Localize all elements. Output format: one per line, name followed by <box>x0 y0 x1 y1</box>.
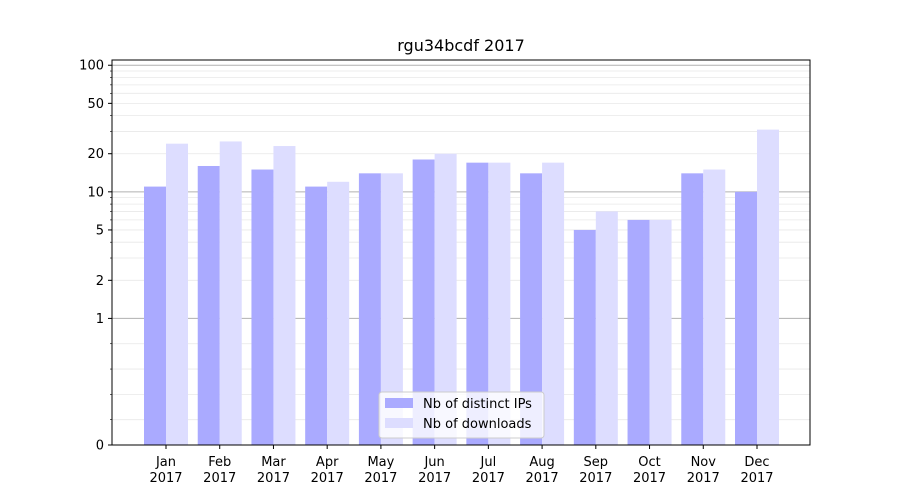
bar-downloads-may <box>380 173 403 445</box>
x-tick-label: Nov 2017 <box>687 455 720 486</box>
bar-distinct-ips-nov <box>681 173 704 445</box>
bars-layer <box>144 129 779 446</box>
legend-label: Nb of downloads <box>423 417 532 432</box>
x-tick-label: Feb 2017 <box>203 455 236 486</box>
x-tick-label: Dec 2017 <box>740 455 773 486</box>
bar-distinct-ips-oct <box>627 219 650 445</box>
bar-downloads-aug <box>542 162 565 445</box>
x-tick-label: Jul 2017 <box>472 455 505 486</box>
bar-distinct-ips-aug <box>520 173 543 445</box>
legend-swatch <box>385 418 413 428</box>
bar-downloads-jul <box>488 162 511 445</box>
bar-distinct-ips-jul <box>466 162 489 445</box>
bar-downloads-jun <box>434 153 457 446</box>
x-tick-year: 2017 <box>579 471 612 486</box>
x-tick-year: 2017 <box>149 471 182 486</box>
x-tick-label: Aug 2017 <box>526 455 559 486</box>
x-tick-year: 2017 <box>311 471 344 486</box>
bar-distinct-ips-jun <box>412 159 435 445</box>
x-tick-year: 2017 <box>257 471 290 486</box>
bar-distinct-ips-jan <box>144 186 166 446</box>
x-tick-year: 2017 <box>526 471 559 486</box>
x-tick-year: 2017 <box>472 471 505 486</box>
bar-downloads-feb <box>219 141 242 445</box>
x-tick-month: Jul <box>480 455 497 470</box>
chart-title: rgu34bcdf 2017 <box>397 36 525 55</box>
bar-downloads-nov <box>703 169 726 445</box>
bar-downloads-jan <box>166 143 188 445</box>
x-tick-month: Oct <box>638 455 660 470</box>
x-tick-year: 2017 <box>364 471 397 486</box>
x-tick-label: Jan 2017 <box>149 455 182 486</box>
x-tick-label: Sep 2017 <box>579 455 612 486</box>
x-tick-month: Jun <box>423 455 444 470</box>
plot-frame <box>111 59 811 446</box>
bar-distinct-ips-mar <box>251 169 274 445</box>
x-tick-month: Aug <box>529 455 554 470</box>
y-tick-label: 5 <box>96 223 104 238</box>
bar-downloads-sep <box>595 211 618 445</box>
bar-distinct-ips-apr <box>305 186 328 446</box>
y-tick-label: 0 <box>96 439 104 454</box>
x-tick-year: 2017 <box>633 471 666 486</box>
x-tick-month: Jan <box>155 455 176 470</box>
bar-downloads-mar <box>273 146 296 445</box>
legend-label: Nb of distinct IPs <box>423 397 532 412</box>
bar-downloads-apr <box>327 181 350 445</box>
bar-distinct-ips-may <box>358 173 381 445</box>
x-tick-label: May 2017 <box>364 455 397 486</box>
x-tick-label: Mar 2017 <box>257 455 290 486</box>
x-tick-label: Apr 2017 <box>311 455 344 486</box>
legend-box <box>378 391 545 439</box>
bar-downloads-dec <box>757 129 779 445</box>
x-tick-year: 2017 <box>687 471 720 486</box>
x-tick-year: 2017 <box>740 471 773 486</box>
x-tick-month: Sep <box>584 455 609 470</box>
x-tick-month: Mar <box>261 455 286 470</box>
y-tick-label: 20 <box>87 147 104 162</box>
legend: Nb of distinct IPs Nb of downloads <box>378 391 545 439</box>
bar-distinct-ips-dec <box>735 191 757 445</box>
legend-swatch <box>385 398 413 408</box>
x-tick-year: 2017 <box>203 471 236 486</box>
y-tick-label: 10 <box>87 185 104 200</box>
x-tick-month: Feb <box>208 455 231 470</box>
x-tick-label: Oct 2017 <box>633 455 666 486</box>
x-tick-year: 2017 <box>418 471 451 486</box>
y-tick-label: 1 <box>96 312 104 327</box>
x-tick-month: Nov <box>691 455 717 470</box>
x-tick-month: May <box>367 455 394 470</box>
x-tick-month: Apr <box>316 455 339 470</box>
bar-distinct-ips-feb <box>197 165 220 446</box>
y-tick-label: 2 <box>96 274 104 289</box>
bar-downloads-oct <box>649 219 672 445</box>
x-tick-label: Jun 2017 <box>418 455 451 486</box>
y-tick-label: 100 <box>79 59 104 74</box>
x-tick-month: Dec <box>744 455 769 470</box>
bar-distinct-ips-sep <box>573 229 596 445</box>
y-tick-label: 50 <box>87 97 104 112</box>
